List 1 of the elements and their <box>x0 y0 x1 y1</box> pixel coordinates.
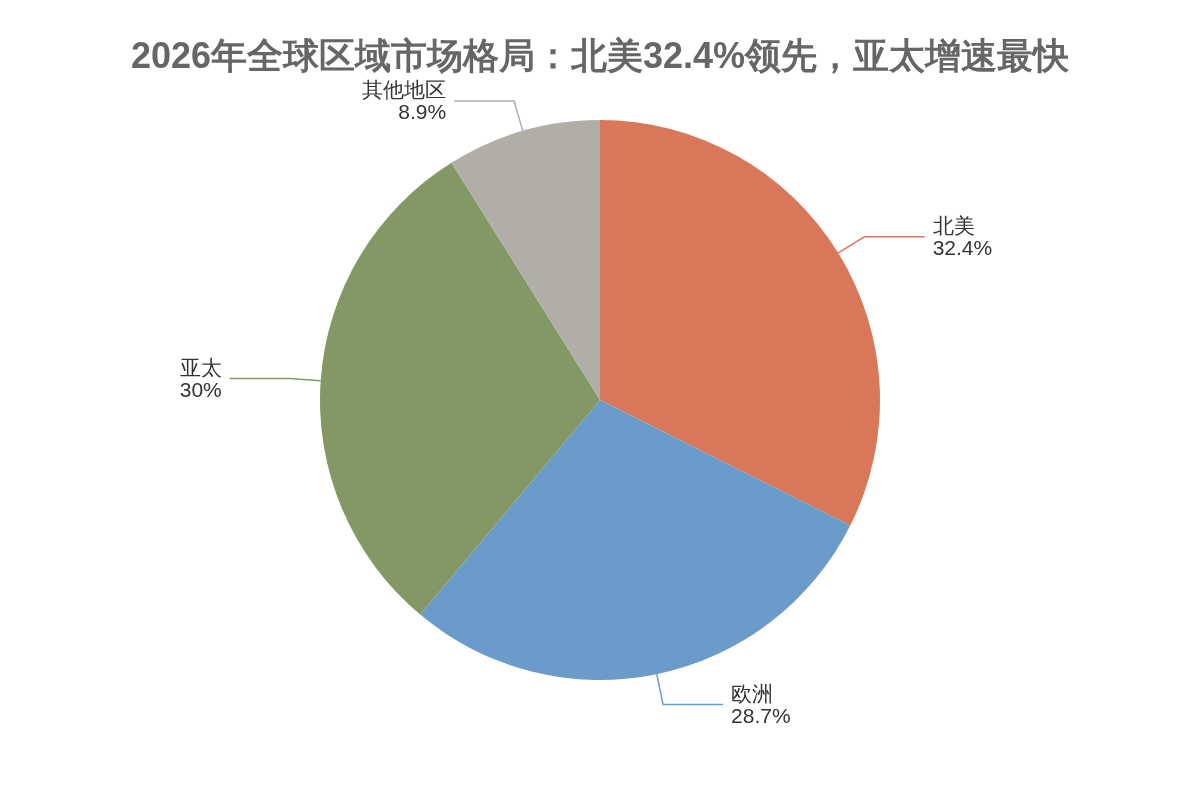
title: 2026年全球区域市场格局：北美32.4%领先，亚太增速最快 <box>130 35 1070 76</box>
